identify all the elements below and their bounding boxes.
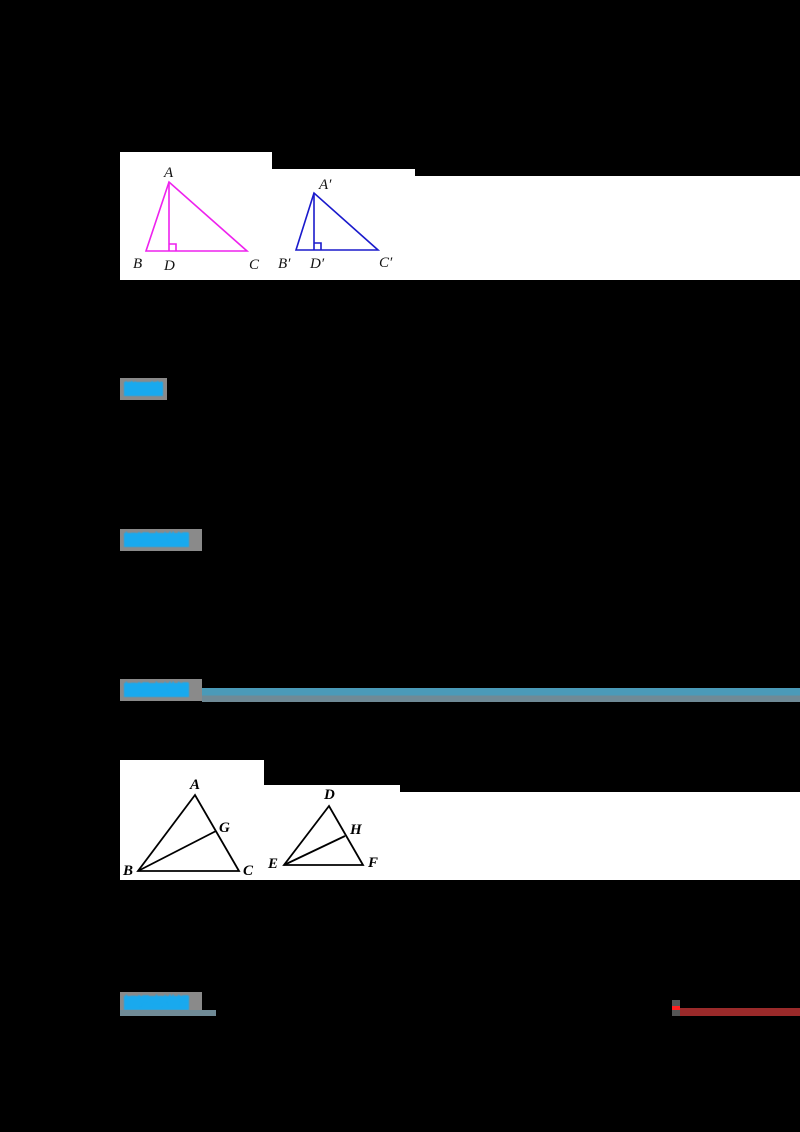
figure-2-panel-left <box>120 760 264 880</box>
red-rule <box>680 1008 800 1016</box>
section-rule-teal <box>202 688 800 702</box>
red-rule-marker-dot <box>672 1006 680 1010</box>
figure-1-panel-strip <box>415 176 800 280</box>
figure-2-panel-strip <box>400 792 800 880</box>
section-badge-1: 议一议 <box>120 378 167 400</box>
section-badge-3-label: 知识点讲解 <box>124 682 190 697</box>
section-badge-4-label: 知识点讲解 <box>124 995 190 1010</box>
figure-2-panel-mid <box>264 785 400 880</box>
section-badge-3: 知识点讲解 <box>120 679 202 701</box>
section-badge-4-underline <box>120 1010 216 1016</box>
figure-1-panel-left <box>120 152 272 280</box>
section-badge-4: 知识点讲解 <box>120 992 202 1014</box>
figure-1-panel-mid <box>272 169 415 280</box>
section-badge-2-label: 知识点讲解 <box>124 532 190 547</box>
section-badge-2: 知识点讲解 <box>120 529 202 551</box>
section-badge-1-label: 议一议 <box>124 381 164 396</box>
